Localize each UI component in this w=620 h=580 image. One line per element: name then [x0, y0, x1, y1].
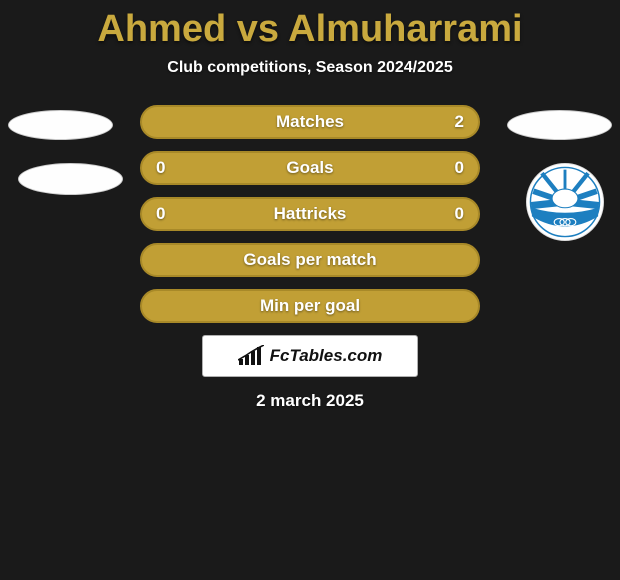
comparison-card: Ahmed vs Almuharrami Club competitions, … — [0, 0, 620, 419]
stats-area: Matches 2 0 Goals 0 0 Hattricks 0 Goals … — [0, 105, 620, 411]
stat-row-goals-per-match: Goals per match — [140, 243, 480, 277]
brand-text: FcTables.com — [270, 346, 383, 366]
date-label: 2 march 2025 — [0, 391, 620, 411]
stat-val-right: 0 — [455, 158, 464, 178]
stat-label: Hattricks — [274, 204, 347, 224]
stat-val-left: 0 — [156, 204, 165, 224]
stat-val-right: 2 — [455, 112, 464, 132]
stat-label: Goals — [286, 158, 333, 178]
stat-val-right: 0 — [455, 204, 464, 224]
stat-row-hattricks: 0 Hattricks 0 — [140, 197, 480, 231]
player1-badge-icon — [8, 110, 113, 140]
stat-label: Goals per match — [243, 250, 376, 270]
stat-row-matches: Matches 2 — [140, 105, 480, 139]
page-title: Ahmed vs Almuharrami — [0, 8, 620, 51]
stat-rows: Matches 2 0 Goals 0 0 Hattricks 0 Goals … — [140, 105, 480, 323]
club1-badge-icon — [18, 163, 123, 195]
club2-badge-icon — [526, 163, 604, 241]
brand-logo-box: FcTables.com — [202, 335, 418, 377]
stat-row-min-per-goal: Min per goal — [140, 289, 480, 323]
stat-label: Min per goal — [260, 296, 360, 316]
stat-val-left: 0 — [156, 158, 165, 178]
player2-badge-icon — [507, 110, 612, 140]
club2-crest-icon — [529, 166, 601, 238]
stat-row-goals: 0 Goals 0 — [140, 151, 480, 185]
stat-label: Matches — [276, 112, 344, 132]
season-subtitle: Club competitions, Season 2024/2025 — [0, 59, 620, 77]
bar-chart-icon — [238, 345, 264, 367]
